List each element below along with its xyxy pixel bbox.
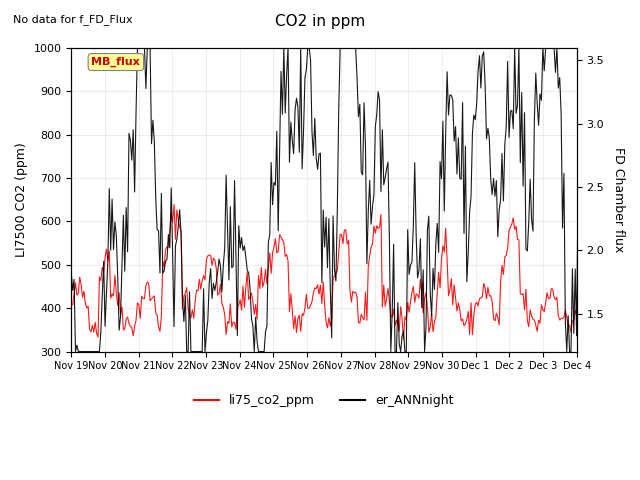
Text: CO2 in ppm: CO2 in ppm (275, 14, 365, 29)
Legend: li75_co2_ppm, er_ANNnight: li75_co2_ppm, er_ANNnight (189, 389, 459, 412)
Y-axis label: LI7500 CO2 (ppm): LI7500 CO2 (ppm) (15, 142, 28, 257)
Text: No data for f_FD_Flux: No data for f_FD_Flux (13, 14, 132, 25)
Text: MB_flux: MB_flux (92, 57, 140, 67)
Y-axis label: FD Chamber flux: FD Chamber flux (612, 147, 625, 252)
